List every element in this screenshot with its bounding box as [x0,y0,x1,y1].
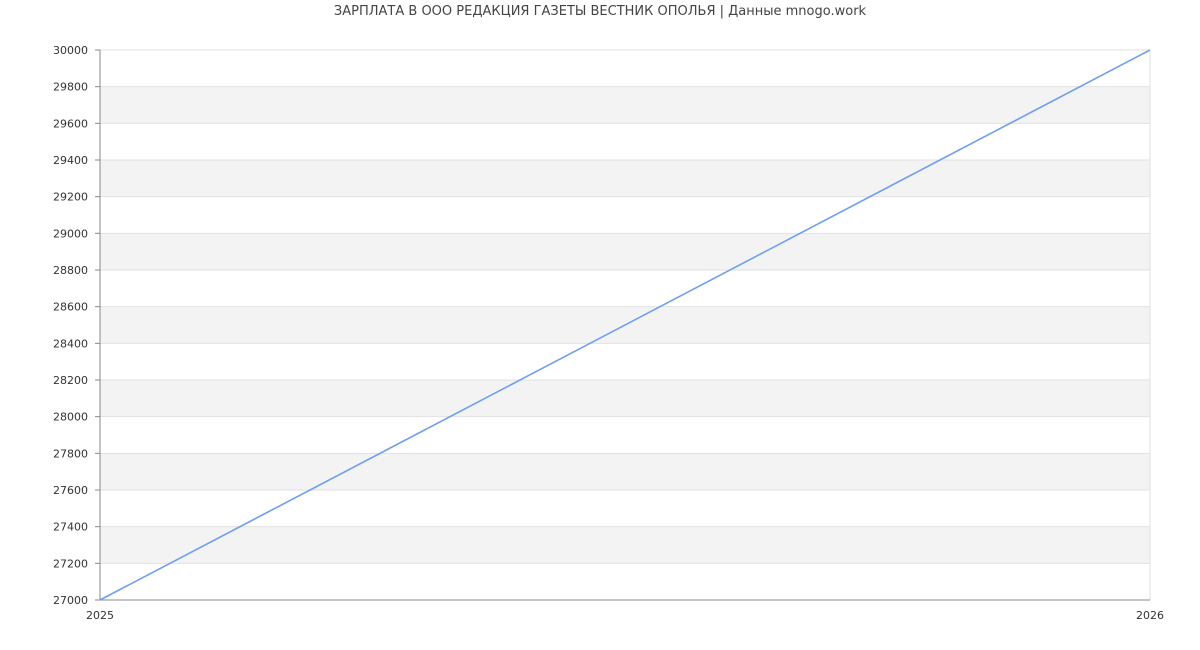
y-tick-label: 28600 [53,301,88,314]
series-line [99,49,1151,601]
y-tick-label: 29200 [53,191,88,204]
y-tick-label: 29800 [53,81,88,94]
y-tick-label: 30000 [53,44,88,57]
y-tick-label: 27800 [53,447,88,460]
y-tick-label: 28400 [53,337,88,350]
y-tick-label: 28200 [53,374,88,387]
grid-band [100,86,1150,124]
y-tick-label: 27400 [53,521,88,534]
x-tick-label: 2025 [86,609,114,622]
grid-band [100,233,1150,270]
y-tick-label: 29600 [53,117,88,130]
grid-band [100,380,1150,417]
y-tick-label: 29400 [53,154,88,167]
grid-band [100,526,1150,564]
y-tick-label: 29000 [53,227,88,240]
y-tick-label: 28800 [53,264,88,277]
y-tick-label: 27600 [53,484,88,497]
y-tick-label: 27200 [53,557,88,570]
grid-band [100,453,1150,490]
chart-title: ЗАРПЛАТА В ООО РЕДАКЦИЯ ГАЗЕТЫ ВЕСТНИК О… [333,4,867,19]
y-tick-label: 28000 [53,411,88,424]
y-tick-label: 27000 [53,594,88,607]
grid-band [100,160,1150,197]
x-tick-label: 2026 [1136,609,1164,622]
